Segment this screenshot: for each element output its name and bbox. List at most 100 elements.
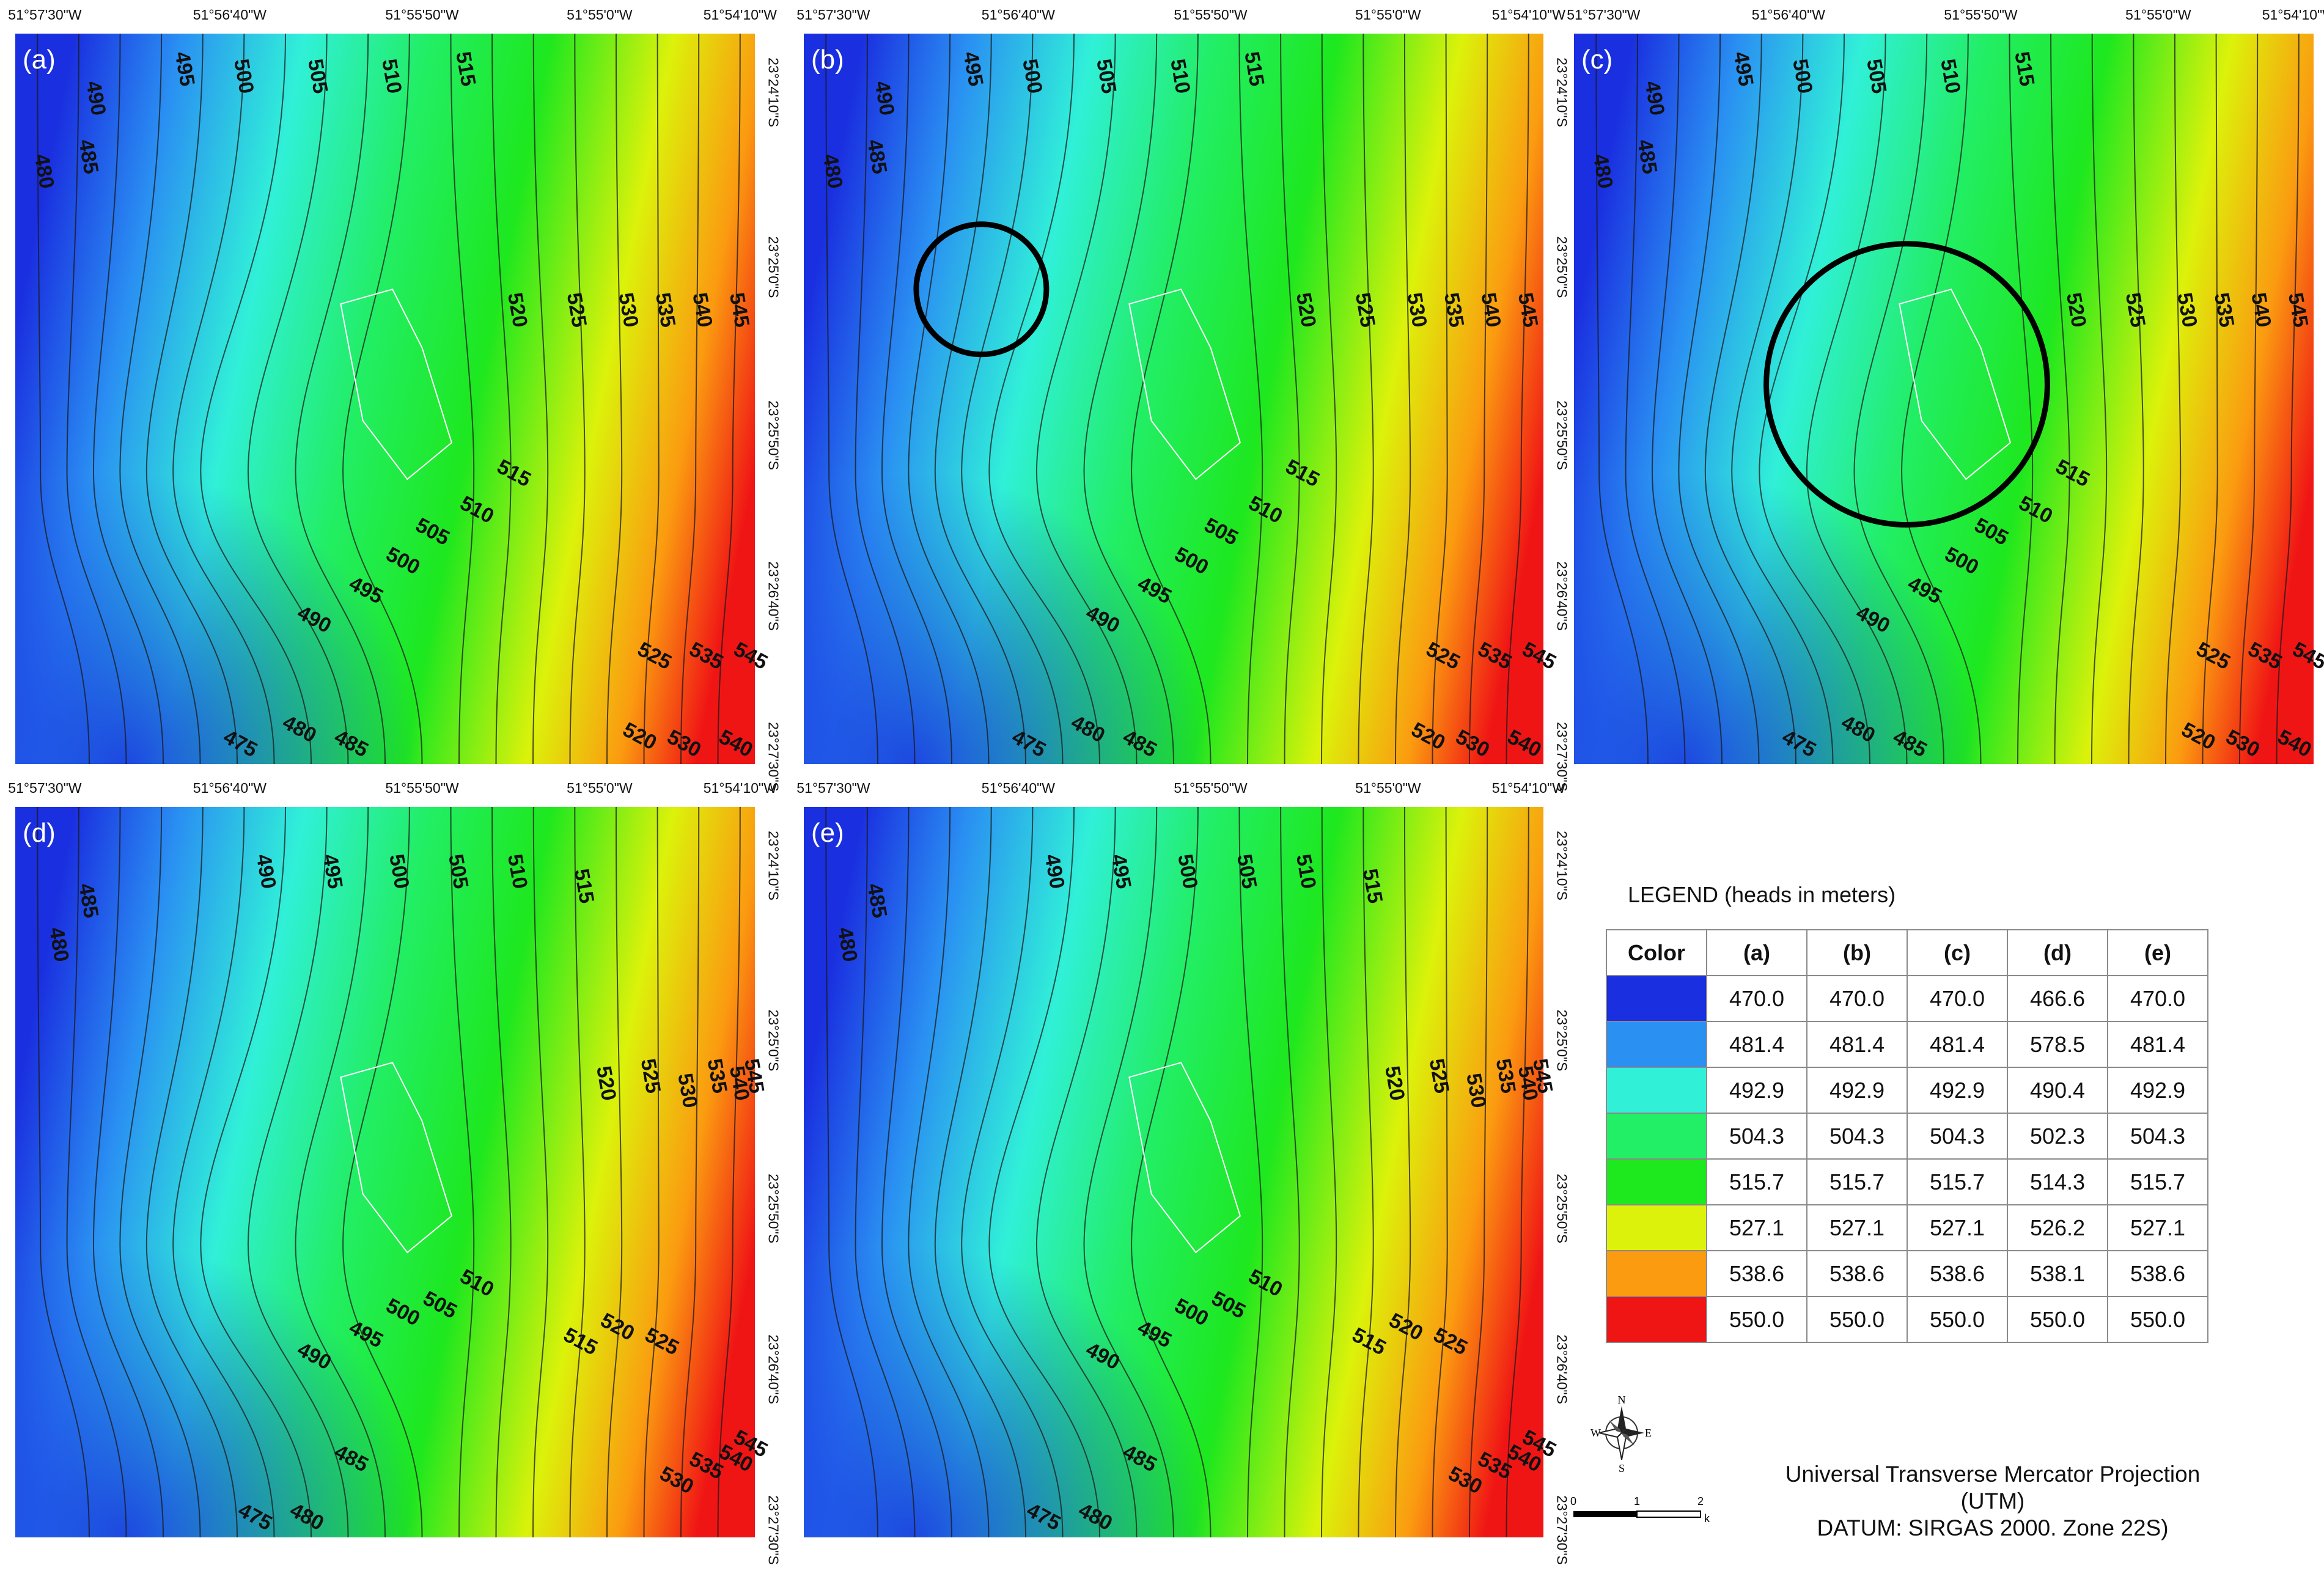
legend-table: Color (a) (b) (c) (d) (e) 470.0 470.0 470.… bbox=[1606, 929, 2208, 1343]
longitude-tick: 51°55'50"W bbox=[1174, 7, 1248, 23]
contour-lines bbox=[1595, 33, 2300, 765]
legend-row: 470.0 470.0 470.0 466.6 470.0 bbox=[1606, 975, 2208, 1022]
legend-value: 527.1 bbox=[2107, 1204, 2208, 1251]
legend-value: 550.0 bbox=[1706, 1296, 1807, 1343]
legend-row: 550.0 550.0 550.0 550.0 550.0 bbox=[1606, 1296, 2208, 1343]
legend-value: 492.9 bbox=[2107, 1067, 2208, 1114]
longitude-tick: 51°56'40"W bbox=[1751, 7, 1825, 23]
legend-value: 492.9 bbox=[1806, 1067, 1908, 1114]
longitude-tick: 51°56'40"W bbox=[981, 7, 1055, 23]
longitude-tick: 51°54'10"W bbox=[1491, 780, 1565, 796]
legend-row: 527.1 527.1 527.1 526.2 527.1 bbox=[1606, 1204, 2208, 1251]
legend-value: 550.0 bbox=[1806, 1296, 1908, 1343]
longitude-tick: 51°56'40"W bbox=[981, 780, 1055, 796]
study-area-outline bbox=[340, 1062, 453, 1254]
legend-row: 492.9 492.9 492.9 490.4 492.9 bbox=[1606, 1067, 2208, 1114]
study-area-outline bbox=[1899, 289, 2012, 480]
legend-value: 578.5 bbox=[2007, 1021, 2108, 1068]
longitude-tick: 51°57'30"W bbox=[796, 7, 870, 23]
latitude-tick: 23°25'50"S bbox=[1554, 1174, 1570, 1244]
longitude-tick: 51°57'30"W bbox=[8, 780, 82, 796]
longitude-tick: 51°56'40"W bbox=[193, 780, 267, 796]
longitude-tick: 51°54'10"W bbox=[703, 7, 777, 23]
projection-line-1: Universal Transverse Mercator Projection bbox=[1785, 1462, 2201, 1487]
highlight-circle bbox=[1763, 241, 2050, 528]
legend-color-swatch bbox=[1606, 1113, 1707, 1160]
latitude-tick: 23°25'0"S bbox=[765, 236, 782, 298]
legend-title: LEGEND (heads in meters) bbox=[1628, 882, 1896, 907]
legend-value: 527.1 bbox=[1907, 1204, 2008, 1251]
longitude-tick: 51°55'0"W bbox=[567, 7, 633, 23]
legend-header-b: (b) bbox=[1806, 929, 1908, 976]
longitude-tick: 51°57'30"W bbox=[8, 7, 82, 23]
latitude-tick: 23°24'10"S bbox=[765, 57, 782, 127]
legend-value: 538.1 bbox=[2007, 1250, 2108, 1297]
longitude-tick: 51°54'10"W bbox=[1491, 7, 1565, 23]
legend-value: 538.6 bbox=[2107, 1250, 2208, 1297]
longitude-tick: 51°55'50"W bbox=[385, 7, 459, 23]
map-panel-a: 480 485 490 495 500 505 510 515 520 525 530 535 540 5… bbox=[0, 0, 804, 792]
legend-color-swatch bbox=[1606, 1067, 1707, 1114]
legend-header-d: (d) bbox=[2007, 929, 2108, 976]
latitude-tick: 23°25'0"S bbox=[765, 1009, 782, 1072]
north-arrow-icon: N S W E bbox=[1590, 1394, 1652, 1473]
compass-north: N bbox=[1618, 1394, 1626, 1406]
legend-value: 515.7 bbox=[2107, 1158, 2208, 1205]
latitude-tick: 23°25'0"S bbox=[1554, 1009, 1570, 1072]
legend-value: 481.4 bbox=[1907, 1021, 2008, 1068]
projection-note: Universal Transverse Mercator Projection… bbox=[1742, 1461, 2243, 1542]
legend-value: 502.3 bbox=[2007, 1113, 2108, 1160]
contour-lines bbox=[825, 33, 1529, 765]
legend-color-swatch bbox=[1606, 1296, 1707, 1343]
legend-value: 470.0 bbox=[1806, 975, 1908, 1022]
legend-row: 481.4 481.4 481.4 578.5 481.4 bbox=[1606, 1021, 2208, 1068]
map-panel-b: 480 485 490 495 500 505 510 515 520 525 530 535 540 5… bbox=[789, 0, 1592, 792]
compass-west: W bbox=[1590, 1427, 1601, 1439]
panel-label: (e) bbox=[811, 818, 844, 848]
legend-value: 470.0 bbox=[1706, 975, 1807, 1022]
legend-value: 504.3 bbox=[1907, 1113, 2008, 1160]
legend-color-swatch bbox=[1606, 1158, 1707, 1205]
highlight-circle bbox=[913, 221, 1050, 358]
latitude-tick: 23°24'10"S bbox=[1554, 830, 1570, 900]
legend-color-swatch bbox=[1606, 1204, 1707, 1251]
legend-value: 466.6 bbox=[2007, 975, 2108, 1022]
longitude-tick: 51°56'40"W bbox=[193, 7, 267, 23]
longitude-tick: 51°55'50"W bbox=[1174, 780, 1248, 796]
legend-value: 515.7 bbox=[1806, 1158, 1908, 1205]
contour-lines bbox=[37, 33, 741, 765]
longitude-tick: 51°54'10"W bbox=[2262, 7, 2324, 23]
latitude-tick: 23°27'30"S bbox=[765, 1495, 782, 1565]
legend-body: 470.0 470.0 470.0 466.6 470.0 481.4 481.4 481.4… bbox=[1606, 975, 2208, 1343]
latitude-tick: 23°24'10"S bbox=[765, 830, 782, 900]
compass-east: E bbox=[1645, 1427, 1652, 1439]
map-panel-e: 480 485 490 495 500 505 510 515 520 525 530 535 540 5… bbox=[789, 773, 1592, 1565]
legend-value: 492.9 bbox=[1706, 1067, 1807, 1114]
projection-line-2: (UTM) bbox=[1960, 1488, 2025, 1514]
scale-tick-2: 2 bbox=[1697, 1495, 1704, 1507]
legend-value: 490.4 bbox=[2007, 1067, 2108, 1114]
legend-value: 538.6 bbox=[1806, 1250, 1908, 1297]
longitude-tick: 51°54'10"W bbox=[703, 780, 777, 796]
legend-value: 481.4 bbox=[2107, 1021, 2208, 1068]
legend-row: 538.6 538.6 538.6 538.1 538.6 bbox=[1606, 1250, 2208, 1297]
legend-value: 550.0 bbox=[2007, 1296, 2108, 1343]
legend-header-c: (c) bbox=[1907, 929, 2008, 976]
legend-value: 514.3 bbox=[2007, 1158, 2108, 1205]
panel-label: (b) bbox=[811, 45, 844, 75]
legend-value: 515.7 bbox=[1706, 1158, 1807, 1205]
legend-header-e: (e) bbox=[2107, 929, 2208, 976]
legend-color-swatch bbox=[1606, 975, 1707, 1022]
legend-header-color: Color bbox=[1606, 929, 1707, 976]
legend-value: 527.1 bbox=[1706, 1204, 1807, 1251]
legend-value: 481.4 bbox=[1806, 1021, 1908, 1068]
longitude-tick: 51°55'0"W bbox=[1355, 780, 1421, 796]
latitude-tick: 23°26'40"S bbox=[765, 1334, 782, 1405]
longitude-tick: 51°55'0"W bbox=[1355, 7, 1421, 23]
map-panel-d: 480 485 490 495 500 505 510 515 520 525 530 535 540 5… bbox=[0, 773, 804, 1565]
panel-label: (a) bbox=[23, 45, 56, 75]
projection-line-3: DATUM: SIRGAS 2000. Zone 22S) bbox=[1817, 1515, 2169, 1540]
legend-value: 527.1 bbox=[1806, 1204, 1908, 1251]
scale-unit: km bbox=[1704, 1512, 1710, 1525]
